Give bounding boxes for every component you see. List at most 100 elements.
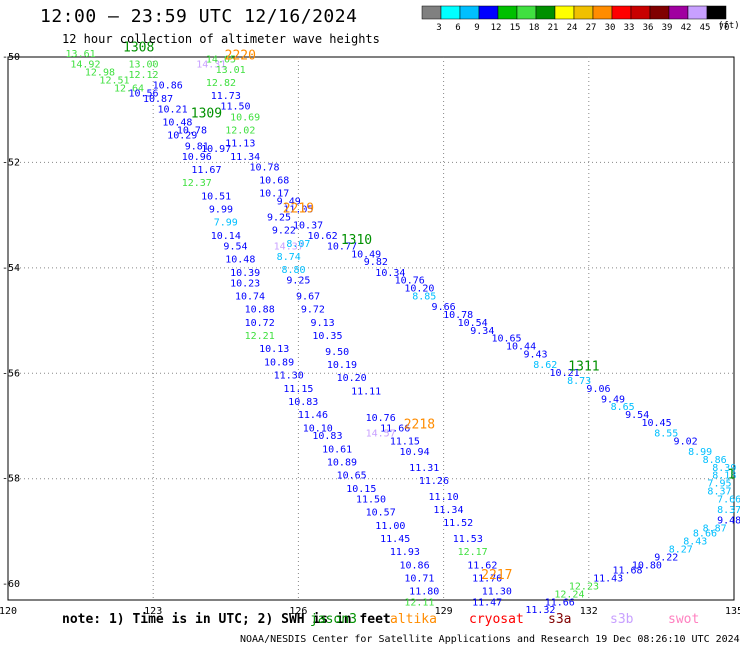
wave-height-label: 12.12 xyxy=(128,70,158,81)
wave-height-label: 10.37 xyxy=(293,220,323,231)
colorbar-swatch xyxy=(573,5,594,20)
wave-height-label: 11.05 xyxy=(283,205,313,216)
colorbar-label: 6 xyxy=(455,23,460,33)
wave-height-label: 9.66 xyxy=(432,302,456,313)
wave-height-label: 10.83 xyxy=(312,431,342,442)
wave-height-label: 8.66 xyxy=(693,529,717,540)
wave-height-label: 8.07 xyxy=(286,239,310,250)
wave-height-label: 11.80 xyxy=(409,587,439,598)
wave-height-label: 10.96 xyxy=(182,152,212,163)
wave-height-label: 10.57 xyxy=(366,508,396,519)
wave-height-label: 10.44 xyxy=(506,342,536,353)
wave-height-label: 9.06 xyxy=(586,384,610,395)
wave-height-label: 12.98 xyxy=(85,67,115,78)
wave-height-label: 10.78 xyxy=(443,310,473,321)
wave-height-label: 10.21 xyxy=(158,104,188,115)
wave-height-label: 11.34 xyxy=(433,505,463,516)
wave-height-label: 11.00 xyxy=(375,521,405,532)
wave-height-label: 11.26 xyxy=(419,476,449,487)
wave-height-label: 10.69 xyxy=(230,112,260,123)
colorbar-swatch xyxy=(592,5,613,20)
wave-height-label: 10.94 xyxy=(400,447,430,458)
wave-height-label: 13.01 xyxy=(216,65,246,76)
wave-height-label: 9.82 xyxy=(364,257,388,268)
wave-height-label: 9.25 xyxy=(267,212,291,223)
wave-height-label: 7.99 xyxy=(214,218,238,229)
wave-height-label: 11.46 xyxy=(298,410,328,421)
wave-height-label: 10.20 xyxy=(404,284,434,295)
wave-height-label: 10.88 xyxy=(245,305,275,316)
lon-tick-label: 123 xyxy=(144,606,162,617)
wave-height-label: 9.72 xyxy=(301,305,325,316)
wave-height-label: 11.62 xyxy=(467,560,497,571)
wave-height-label: 10.54 xyxy=(458,318,488,329)
wave-height-label: 11.47 xyxy=(472,597,502,608)
wave-height-label: 10.20 xyxy=(337,373,367,384)
wave-height-label: 11.53 xyxy=(453,534,483,545)
wave-height-label: 12.17 xyxy=(458,547,488,558)
wave-height-label: 9.13 xyxy=(311,318,335,329)
colorbar-swatch xyxy=(687,5,708,20)
colorbar-swatch xyxy=(649,5,670,20)
wave-height-label: 10.97 xyxy=(201,144,231,155)
colorbar-swatch xyxy=(630,5,651,20)
wave-height-label: 9.22 xyxy=(654,552,678,563)
wave-height-label: 10.49 xyxy=(351,249,381,260)
wave-height-label: 10.78 xyxy=(249,162,279,173)
colorbar-unit: (ft) xyxy=(718,21,740,31)
legend-s3a: s3a xyxy=(548,612,572,627)
wave-height-label: 7.95 xyxy=(707,479,731,490)
lat-tick-label: -54 xyxy=(2,263,20,274)
wave-height-label: 10.51 xyxy=(201,191,231,202)
wave-height-label: 10.65 xyxy=(491,334,521,345)
colorbar-swatch xyxy=(668,5,689,20)
colorbar-label: 18 xyxy=(529,23,540,33)
colorbar-label: 3 xyxy=(436,23,441,33)
wave-height-label: 9.22 xyxy=(272,226,296,237)
wave-height-label: 10.17 xyxy=(259,189,289,200)
wave-height-label: 11.11 xyxy=(351,386,381,397)
wave-height-label: 11.50 xyxy=(356,494,386,505)
wave-height-label: 10.89 xyxy=(264,357,294,368)
wave-height-label: 8.65 xyxy=(611,402,635,413)
legend-cryosat: cryosat xyxy=(469,612,524,627)
pass-time-label: 1310 xyxy=(341,233,372,248)
wave-height-label: 8.62 xyxy=(533,360,557,371)
wave-height-label: 9.02 xyxy=(674,436,698,447)
wave-height-label: 8.99 xyxy=(688,447,712,458)
colorbar-label: 70 xyxy=(719,23,730,33)
colorbar-label: 21 xyxy=(548,23,559,33)
wave-height-label: 10.45 xyxy=(642,418,672,429)
wave-height-label: 10.77 xyxy=(327,241,357,252)
plot-frame xyxy=(7,56,735,601)
pass-time-label: 2219 xyxy=(283,202,314,217)
lon-tick-label: 126 xyxy=(289,606,307,617)
wave-height-label: 8.73 xyxy=(567,376,591,387)
colorbar-swatch xyxy=(440,5,461,20)
wave-height-label: 14.31 xyxy=(196,60,226,71)
wave-height-label: 10.48 xyxy=(162,118,192,129)
pass-time-label: 2220 xyxy=(225,49,256,64)
wave-height-label: 8.39 xyxy=(712,463,736,474)
wave-height-label: 9.34 xyxy=(470,326,494,337)
colorbar-label: 15 xyxy=(510,23,521,33)
colorbar-label: 36 xyxy=(643,23,654,33)
wave-height-label: 10.19 xyxy=(327,360,357,371)
pass-time-label: 1308 xyxy=(123,41,154,56)
lon-tick-label: 135 xyxy=(725,606,740,617)
wave-height-label: 8.37 xyxy=(717,505,740,516)
pass-time-label: 2218 xyxy=(404,418,435,433)
wave-height-label: 8.43 xyxy=(683,537,707,548)
lat-tick-label: -58 xyxy=(2,474,20,485)
wave-height-label: 12.23 xyxy=(569,581,599,592)
wave-height-label: 10.35 xyxy=(312,331,342,342)
pass-time-label: 1 xyxy=(728,468,736,483)
wave-height-label: 12.82 xyxy=(206,78,236,89)
wave-height-label: 13.61 xyxy=(66,49,96,60)
wave-height-label: 10.89 xyxy=(327,458,357,469)
page-subtitle: 12 hour collection of altimeter wave hei… xyxy=(62,32,380,46)
legend-altika: altika xyxy=(390,612,437,627)
note-text: note: 1) Time is in UTC; 2) SWH is in fe… xyxy=(62,612,391,627)
wave-height-label: 10.65 xyxy=(337,471,367,482)
wave-height-label: 10.74 xyxy=(235,292,265,303)
